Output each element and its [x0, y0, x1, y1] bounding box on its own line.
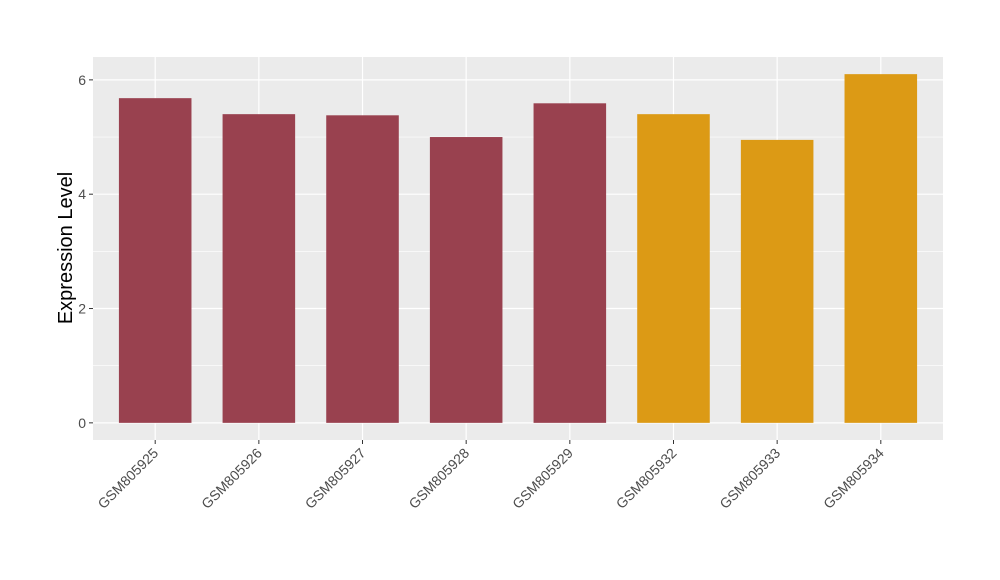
bar [533, 103, 607, 423]
bar [637, 114, 710, 423]
y-tick-label: 0 [78, 415, 86, 431]
bar [326, 115, 399, 423]
bars [118, 74, 918, 423]
y-axis-title: Expression Level [55, 172, 77, 324]
bar [844, 74, 918, 423]
y-tick-label: 4 [78, 186, 86, 202]
y-tick-label: 2 [78, 301, 86, 317]
x-tick-label: GSM805928 [405, 445, 472, 512]
x-tick-label: GSM805927 [302, 445, 369, 512]
bar [429, 137, 503, 423]
x-tick-label: GSM805932 [613, 445, 680, 512]
bar [740, 139, 814, 423]
x-tick-label: GSM805934 [820, 445, 887, 512]
x-tick-label: GSM805926 [198, 445, 265, 512]
x-tick-label: GSM805925 [94, 445, 161, 512]
x-tick-label: GSM805929 [509, 445, 576, 512]
y-tick-label: 6 [78, 72, 86, 88]
bar [222, 114, 296, 423]
x-tick-label: GSM805933 [716, 445, 783, 512]
panel-background [93, 57, 943, 440]
bar [118, 98, 192, 423]
